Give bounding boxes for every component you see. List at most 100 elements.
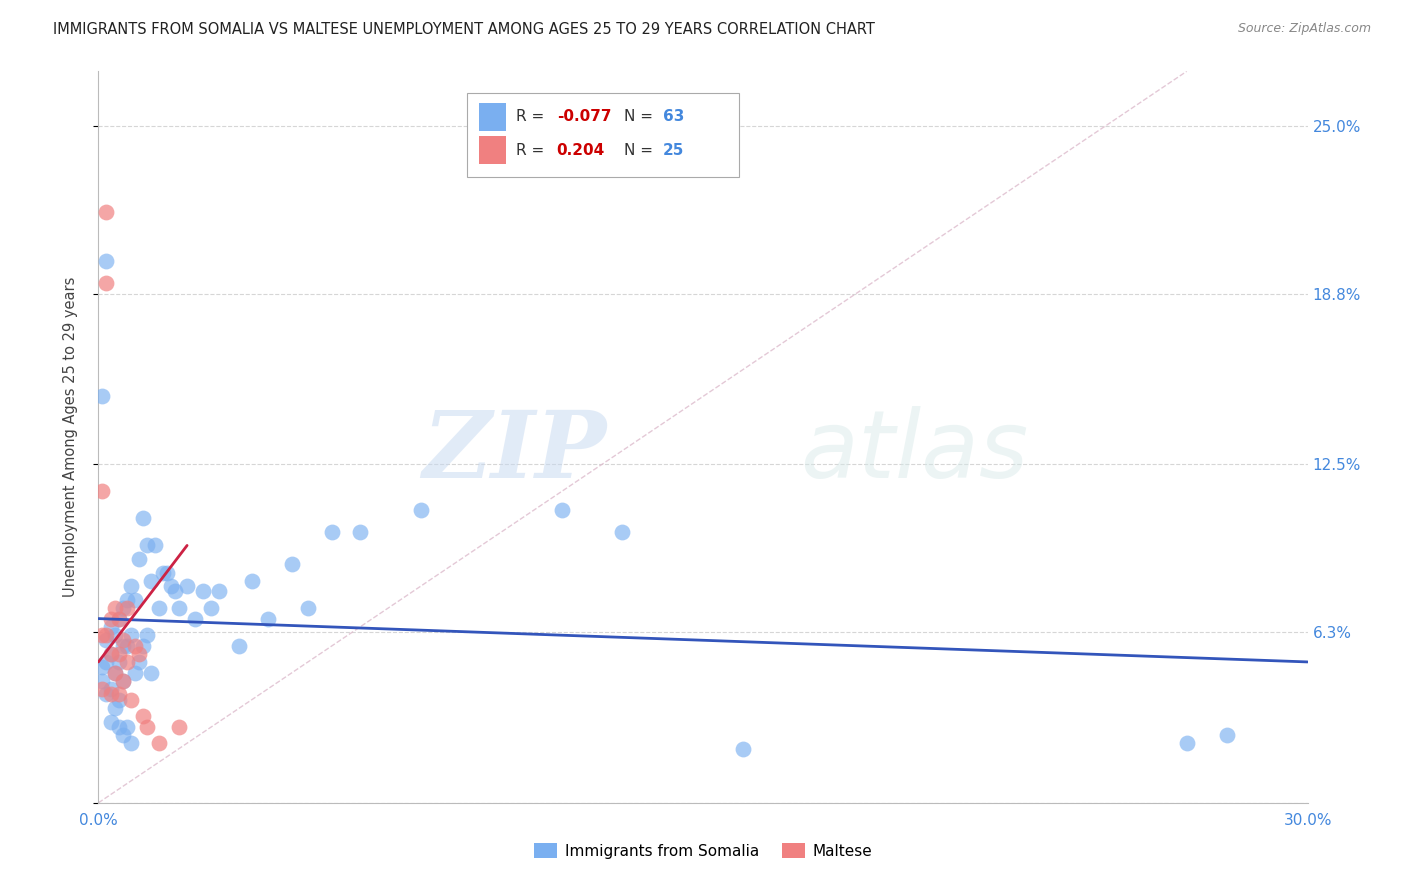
Point	[128, 647, 150, 661]
Point	[132, 639, 155, 653]
Point	[132, 709, 155, 723]
Point	[409, 503, 432, 517]
Point	[128, 655, 150, 669]
Point	[240, 574, 263, 588]
Point	[551, 503, 574, 517]
Point	[96, 655, 118, 669]
Point	[156, 566, 179, 580]
Point	[256, 611, 278, 625]
Text: 25: 25	[664, 143, 685, 158]
Text: N =: N =	[624, 143, 658, 158]
Point	[193, 584, 215, 599]
Legend: Immigrants from Somalia, Maltese: Immigrants from Somalia, Maltese	[527, 837, 879, 864]
Point	[167, 720, 190, 734]
Point	[91, 673, 114, 688]
Point	[103, 665, 125, 680]
Point	[111, 633, 134, 648]
Point	[281, 558, 304, 572]
Point	[100, 681, 122, 696]
Point	[91, 681, 114, 696]
Point	[139, 574, 162, 588]
Point	[111, 673, 134, 688]
Text: R =: R =	[516, 143, 548, 158]
Point	[107, 611, 129, 625]
Point	[135, 538, 157, 552]
Point	[107, 655, 129, 669]
Point	[120, 579, 142, 593]
Point	[321, 524, 343, 539]
Point	[163, 584, 186, 599]
Point	[115, 720, 138, 734]
Y-axis label: Unemployment Among Ages 25 to 29 years: Unemployment Among Ages 25 to 29 years	[63, 277, 77, 598]
Point	[91, 660, 114, 674]
Point	[107, 611, 129, 625]
Point	[107, 647, 129, 661]
FancyBboxPatch shape	[467, 94, 740, 178]
Point	[91, 484, 114, 499]
Point	[91, 628, 114, 642]
Point	[152, 566, 174, 580]
Text: 0.204: 0.204	[557, 143, 605, 158]
Point	[100, 688, 122, 702]
Text: IMMIGRANTS FROM SOMALIA VS MALTESE UNEMPLOYMENT AMONG AGES 25 TO 29 YEARS CORREL: IMMIGRANTS FROM SOMALIA VS MALTESE UNEMP…	[53, 22, 876, 37]
Point	[111, 600, 134, 615]
Point	[107, 720, 129, 734]
Text: R =: R =	[516, 109, 548, 124]
Point	[120, 693, 142, 707]
Point	[107, 693, 129, 707]
Point	[103, 628, 125, 642]
Point	[733, 741, 755, 756]
Point	[107, 688, 129, 702]
Point	[200, 600, 222, 615]
Point	[148, 600, 170, 615]
Point	[96, 205, 118, 219]
Point	[135, 720, 157, 734]
Point	[124, 639, 146, 653]
Point	[96, 276, 118, 290]
Point	[100, 620, 122, 634]
Point	[96, 633, 118, 648]
Point	[612, 524, 634, 539]
Point	[297, 600, 319, 615]
Point	[135, 628, 157, 642]
Point	[91, 389, 114, 403]
Point	[111, 728, 134, 742]
Point	[176, 579, 198, 593]
Point	[132, 511, 155, 525]
Point	[103, 600, 125, 615]
Point	[167, 600, 190, 615]
Text: ZIP: ZIP	[422, 407, 606, 497]
Point	[111, 639, 134, 653]
Point	[115, 655, 138, 669]
Point	[100, 647, 122, 661]
Text: -0.077: -0.077	[557, 109, 612, 124]
Point	[124, 592, 146, 607]
Text: atlas: atlas	[800, 406, 1028, 497]
Point	[120, 736, 142, 750]
Point	[103, 665, 125, 680]
Point	[115, 592, 138, 607]
Point	[96, 688, 118, 702]
Point	[115, 639, 138, 653]
Point	[111, 673, 134, 688]
Text: Source: ZipAtlas.com: Source: ZipAtlas.com	[1237, 22, 1371, 36]
Point	[100, 714, 122, 729]
Point	[160, 579, 183, 593]
Point	[96, 628, 118, 642]
Point	[100, 611, 122, 625]
Point	[124, 665, 146, 680]
Point	[1216, 728, 1239, 742]
Point	[143, 538, 166, 552]
Point	[1175, 736, 1198, 750]
Point	[139, 665, 162, 680]
Bar	[479, 103, 506, 130]
Text: 63: 63	[664, 109, 685, 124]
Point	[120, 628, 142, 642]
Point	[349, 524, 371, 539]
Point	[208, 584, 231, 599]
Point	[100, 647, 122, 661]
Bar	[479, 136, 506, 164]
Point	[115, 600, 138, 615]
Point	[96, 254, 118, 268]
Text: N =: N =	[624, 109, 658, 124]
